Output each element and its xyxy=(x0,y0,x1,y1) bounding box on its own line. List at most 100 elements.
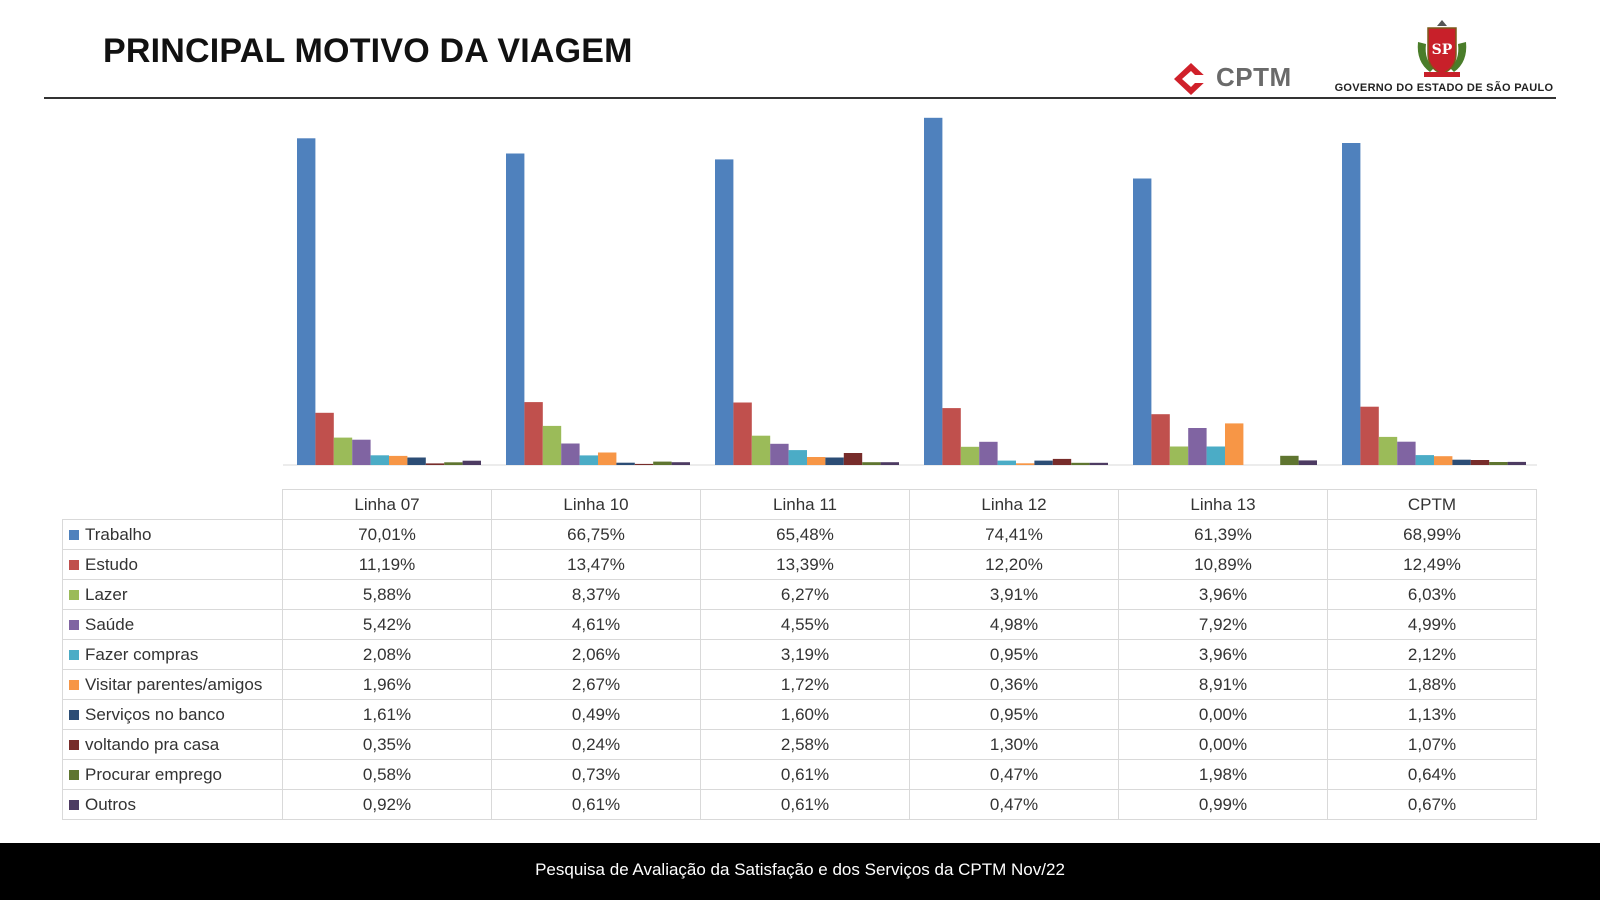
bar-cptm-procurar-emprego xyxy=(1489,462,1508,465)
bar-linha-10-servicos-no-banco xyxy=(616,462,635,465)
legend-swatch xyxy=(69,560,79,571)
bar-linha-10-voltando-pra-casa xyxy=(634,463,654,465)
data-label-linha-07-trabalho: 70,01% xyxy=(282,519,492,550)
column-header-linha-11: Linha 11 xyxy=(700,489,910,520)
data-label-cptm-lazer: 6,03% xyxy=(1327,579,1537,610)
bar-linha-11-visitar-parentes-amigos xyxy=(807,457,826,465)
bar-cptm-voltando-pra-casa xyxy=(1470,460,1490,465)
data-label-linha-07-estudo: 11,19% xyxy=(282,549,492,580)
legend-swatch xyxy=(69,770,79,781)
data-label-linha-12-estudo: 12,20% xyxy=(909,549,1119,580)
bar-linha-07-outros xyxy=(462,460,481,465)
data-label-linha-10-estudo: 13,47% xyxy=(491,549,701,580)
bar-cptm-fazer-compras xyxy=(1415,455,1434,465)
bar-cptm-visitar-parentes-amigos xyxy=(1434,456,1453,465)
legend-entry-outros: Outros xyxy=(62,789,283,820)
data-label-linha-13-outros: 0,99% xyxy=(1118,789,1328,820)
legend-entry-voltando-pra-casa: voltando pra casa xyxy=(62,729,283,760)
bar-group xyxy=(297,117,1526,466)
bar-linha-12-estudo xyxy=(942,408,961,465)
bar-linha-10-visitar-parentes-amigos xyxy=(598,452,617,465)
data-label-linha-07-voltando-pra-casa: 0,35% xyxy=(282,729,492,760)
data-label-linha-13-procurar-emprego: 1,98% xyxy=(1118,759,1328,790)
data-label-linha-13-lazer: 3,96% xyxy=(1118,579,1328,610)
data-label-linha-10-fazer-compras: 2,06% xyxy=(491,639,701,670)
data-label-linha-12-trabalho: 74,41% xyxy=(909,519,1119,550)
government-logo-text: GOVERNO DO ESTADO DE SÃO PAULO xyxy=(1334,82,1554,94)
bar-linha-10-trabalho xyxy=(506,153,525,465)
legend-swatch xyxy=(69,650,79,661)
data-label-cptm-procurar-emprego: 0,64% xyxy=(1327,759,1537,790)
data-label-cptm-voltando-pra-casa: 1,07% xyxy=(1327,729,1537,760)
table-row: Serviços no banco 1,61% 0,49% 1,60% 0,95% 0,0… xyxy=(62,699,1537,730)
bar-linha-10-outros xyxy=(671,462,690,465)
table-row: Estudo 11,19% 13,47% 13,39% 12,20% 10,89% 12,4… xyxy=(62,549,1537,580)
table-body: Trabalho 70,01% 66,75% 65,48% 74,41% 61,39% 68… xyxy=(62,519,1537,820)
table-row: Outros 0,92% 0,61% 0,61% 0,47% 0,99% 0,67% xyxy=(62,789,1537,820)
bar-linha-13-procurar-emprego xyxy=(1280,455,1299,465)
bar-linha-07-saude xyxy=(352,439,371,465)
table-row: Lazer 5,88% 8,37% 6,27% 3,91% 3,96% 6,03% xyxy=(62,579,1537,610)
data-label-cptm-estudo: 12,49% xyxy=(1327,549,1537,580)
column-header-linha-07: Linha 07 xyxy=(282,489,492,520)
data-label-linha-12-visitar-parentes-amigos: 0,36% xyxy=(909,669,1119,700)
legend-entry-trabalho: Trabalho xyxy=(62,519,283,550)
bar-cptm-outros xyxy=(1507,461,1526,465)
column-header-linha-13: Linha 13 xyxy=(1118,489,1328,520)
data-label-linha-10-servicos-no-banco: 0,49% xyxy=(491,699,701,730)
bar-linha-07-servicos-no-banco xyxy=(407,457,426,465)
table-row: Saúde 5,42% 4,61% 4,55% 4,98% 7,92% 4,99% xyxy=(62,609,1537,640)
column-header-linha-12: Linha 12 xyxy=(909,489,1119,520)
legend-label: Trabalho xyxy=(85,524,152,544)
data-label-cptm-fazer-compras: 2,12% xyxy=(1327,639,1537,670)
legend-swatch xyxy=(69,710,79,721)
data-table: Linha 07 Linha 10 Linha 11 Linha 12 Linha 13… xyxy=(62,489,1537,820)
bar-linha-13-outros xyxy=(1298,460,1317,465)
bar-linha-12-voltando-pra-casa xyxy=(1052,458,1072,465)
bar-linha-07-fazer-compras xyxy=(370,455,389,465)
table-row: Trabalho 70,01% 66,75% 65,48% 74,41% 61,39% 68… xyxy=(62,519,1537,550)
table-row: voltando pra casa 0,35% 0,24% 2,58% 1,30% 0,0… xyxy=(62,729,1537,760)
legend-entry-fazer-compras: Fazer compras xyxy=(62,639,283,670)
data-label-linha-11-visitar-parentes-amigos: 1,72% xyxy=(700,669,910,700)
bar-cptm-lazer xyxy=(1378,436,1398,465)
bar-linha-07-lazer xyxy=(333,437,353,465)
legend-entry-lazer: Lazer xyxy=(62,579,283,610)
legend-label: Outros xyxy=(85,794,137,814)
data-label-linha-12-voltando-pra-casa: 1,30% xyxy=(909,729,1119,760)
bar-cptm-saude xyxy=(1397,441,1416,465)
table-header-row: Linha 07 Linha 10 Linha 11 Linha 12 Linha 13… xyxy=(62,489,1537,520)
bar-linha-11-voltando-pra-casa xyxy=(843,453,863,465)
legend-label: Serviços no banco xyxy=(85,704,225,724)
cptm-diamond-icon xyxy=(1174,63,1210,95)
data-label-linha-11-fazer-compras: 3,19% xyxy=(700,639,910,670)
legend-label: Estudo xyxy=(85,554,138,574)
legend-swatch xyxy=(69,530,79,541)
data-label-linha-10-procurar-emprego: 0,73% xyxy=(491,759,701,790)
data-label-cptm-servicos-no-banco: 1,13% xyxy=(1327,699,1537,730)
table-row: Procurar emprego 0,58% 0,73% 0,61% 0,47% 1,98… xyxy=(62,759,1537,790)
legend-swatch xyxy=(69,590,79,601)
data-label-linha-13-servicos-no-banco: 0,00% xyxy=(1118,699,1328,730)
legend-entry-saude: Saúde xyxy=(62,609,283,640)
data-label-linha-13-visitar-parentes-amigos: 8,91% xyxy=(1118,669,1328,700)
data-label-linha-10-voltando-pra-casa: 0,24% xyxy=(491,729,701,760)
bar-linha-13-fazer-compras xyxy=(1206,446,1225,465)
data-label-linha-13-trabalho: 61,39% xyxy=(1118,519,1328,550)
bar-linha-11-lazer xyxy=(751,435,771,465)
seal-monogram: SP xyxy=(1432,42,1453,58)
bar-linha-10-estudo xyxy=(524,402,543,465)
legend-entry-estudo: Estudo xyxy=(62,549,283,580)
data-label-linha-12-fazer-compras: 0,95% xyxy=(909,639,1119,670)
legend-label: voltando pra casa xyxy=(85,734,220,754)
data-label-linha-13-estudo: 10,89% xyxy=(1118,549,1328,580)
bar-linha-12-saude xyxy=(979,441,998,465)
bar-linha-11-estudo xyxy=(733,402,752,465)
data-label-linha-10-trabalho: 66,75% xyxy=(491,519,701,550)
data-label-cptm-trabalho: 68,99% xyxy=(1327,519,1537,550)
bar-linha-07-estudo xyxy=(315,412,334,465)
data-label-cptm-outros: 0,67% xyxy=(1327,789,1537,820)
bar-linha-11-outros xyxy=(880,462,899,465)
data-label-linha-07-fazer-compras: 2,08% xyxy=(282,639,492,670)
cptm-logo-text: CPTM xyxy=(1216,62,1292,92)
